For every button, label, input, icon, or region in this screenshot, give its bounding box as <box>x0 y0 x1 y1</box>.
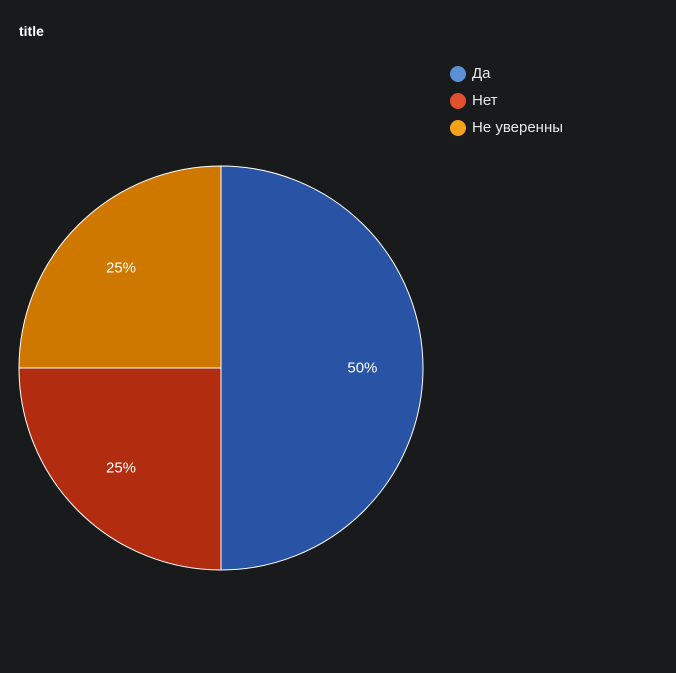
slice-label-unsure: 25% <box>106 260 136 277</box>
legend-label-no: Нет <box>472 92 498 109</box>
slice-yes[interactable] <box>220 165 424 571</box>
slice-unsure[interactable] <box>18 165 222 369</box>
legend-item-no[interactable]: Нет <box>450 87 563 114</box>
legend-label-unsure: Не уверенны <box>472 119 564 136</box>
legend-label-yes: Да <box>472 65 491 82</box>
slice-label-yes: 50% <box>347 360 377 377</box>
legend-swatch-unsure <box>450 119 466 136</box>
legend-item-unsure[interactable]: Не уверенны <box>450 114 563 141</box>
legend-swatch-no <box>450 92 466 109</box>
slice-no[interactable] <box>18 367 222 571</box>
slice-label-no: 25% <box>106 459 136 476</box>
legend-item-yes[interactable]: Да <box>450 60 563 87</box>
legend-swatch-yes <box>450 65 466 82</box>
legend: Да Нет Не уверенны <box>450 60 563 141</box>
chart-title: title <box>19 23 44 39</box>
